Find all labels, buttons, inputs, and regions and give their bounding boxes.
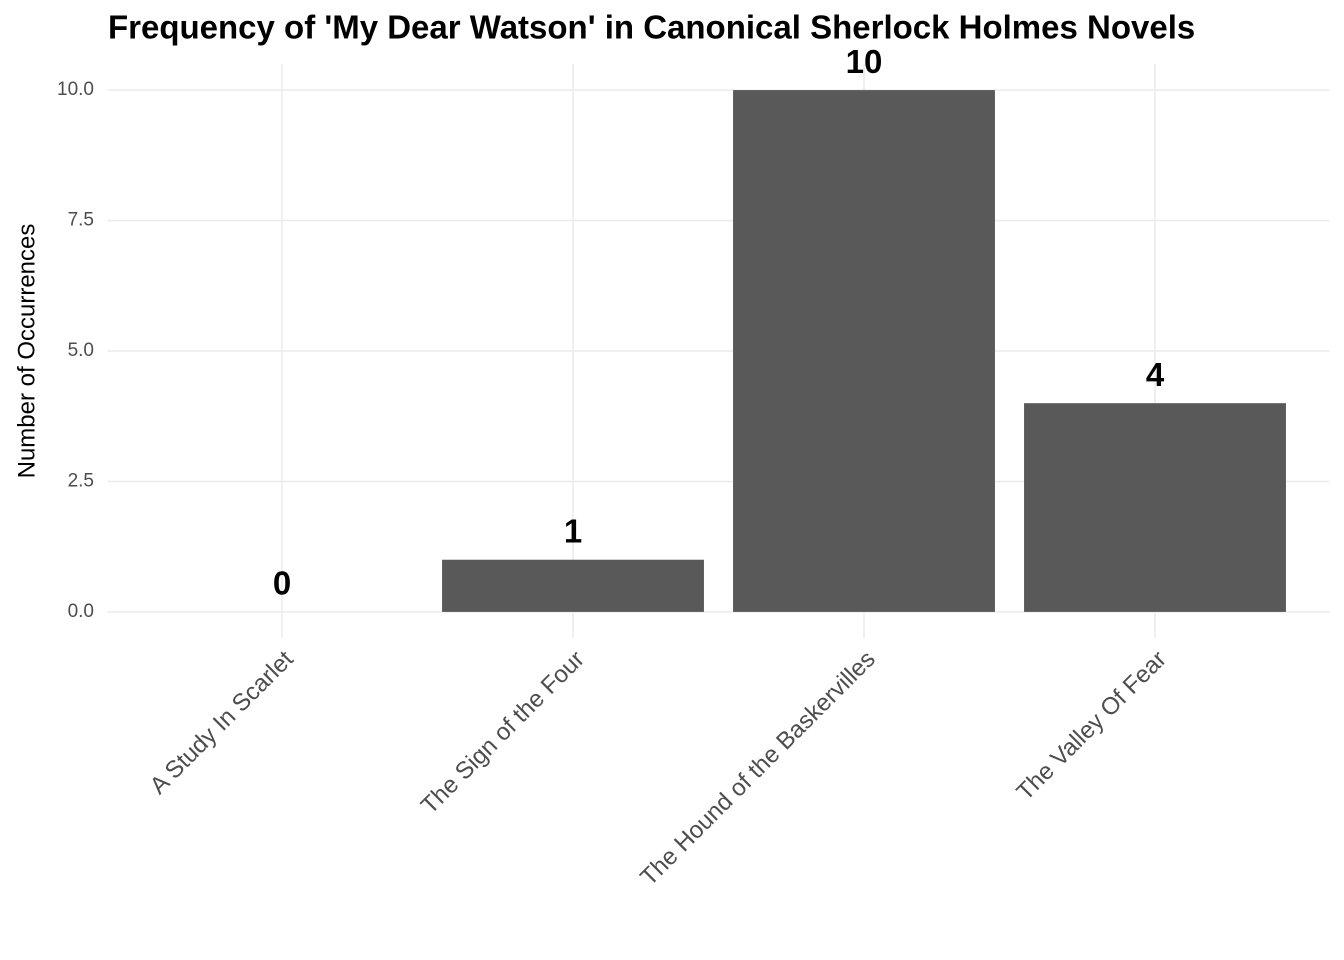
value-label: 0 — [273, 565, 291, 602]
y-tick-label: 10.0 — [57, 79, 94, 100]
y-tick-label: 7.5 — [68, 210, 94, 231]
x-tick-label: A Study In Scarlet — [145, 645, 299, 799]
y-axis-label: Number of Occurrences — [13, 224, 40, 479]
y-tick-label: 5.0 — [68, 340, 94, 361]
y-tick-label: 0.0 — [68, 601, 94, 622]
chart-title: Frequency of 'My Dear Watson' in Canonic… — [108, 9, 1195, 46]
value-label: 1 — [564, 512, 582, 549]
bar — [1024, 403, 1286, 612]
bar — [733, 90, 995, 612]
value-label: 10 — [846, 43, 883, 80]
value-label: 4 — [1146, 356, 1165, 393]
x-tick-label: The Sign of the Four — [416, 646, 590, 820]
x-tick-label: The Hound of the Baskervilles — [635, 646, 880, 891]
y-tick-label: 2.5 — [68, 470, 94, 491]
x-tick-label: The Valley Of Fear — [1011, 646, 1171, 806]
bar — [442, 559, 704, 612]
